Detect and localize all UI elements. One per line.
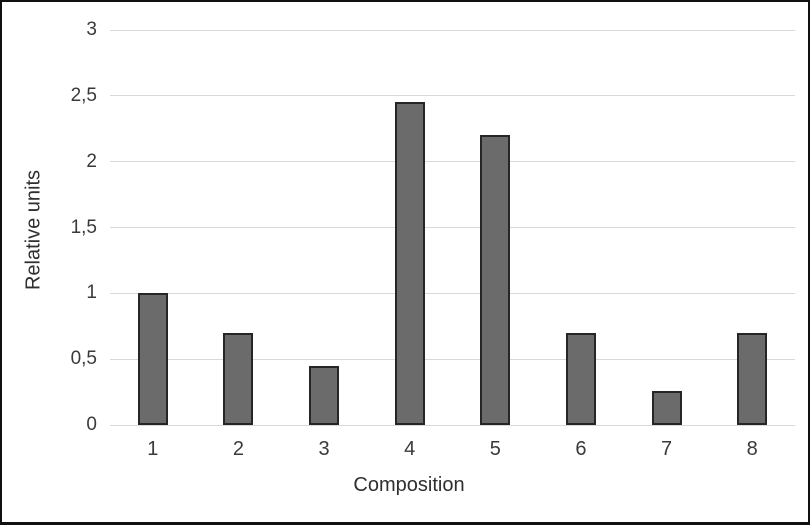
bar-composition-4 bbox=[394, 102, 425, 425]
gridline bbox=[110, 424, 795, 426]
x-tick-label: 3 bbox=[318, 438, 330, 460]
x-tick-label: 4 bbox=[404, 438, 416, 460]
y-tick-label: 2 bbox=[86, 150, 97, 172]
y-tick-label: 1,5 bbox=[70, 216, 97, 238]
x-tick-label: 1 bbox=[147, 438, 159, 460]
bar-composition-1 bbox=[137, 293, 168, 425]
x-tick-label: 2 bbox=[232, 438, 244, 460]
x-axis-title: Composition bbox=[353, 474, 465, 496]
bar-composition-2 bbox=[223, 332, 254, 425]
bar-composition-5 bbox=[480, 135, 511, 425]
gridline bbox=[110, 29, 795, 31]
plot-area bbox=[110, 29, 795, 426]
bar-composition-6 bbox=[565, 332, 596, 425]
gridline bbox=[110, 227, 795, 228]
y-tick-label: 3 bbox=[86, 19, 97, 40]
gridline bbox=[110, 358, 795, 360]
y-tick-label: 0,5 bbox=[70, 348, 97, 370]
gridline bbox=[110, 161, 795, 163]
bar-composition-8 bbox=[737, 332, 768, 425]
x-tick-label: 7 bbox=[661, 438, 673, 460]
x-tick-label: 8 bbox=[746, 438, 758, 460]
x-tick-label: 5 bbox=[489, 438, 501, 460]
x-tick-label: 6 bbox=[575, 438, 587, 460]
y-tick-label: 1 bbox=[86, 282, 97, 304]
y-tick-label: 0 bbox=[86, 414, 97, 435]
bar-composition-7 bbox=[651, 390, 682, 425]
gridline bbox=[110, 292, 795, 294]
bar-composition-3 bbox=[309, 365, 340, 425]
gridline bbox=[110, 95, 795, 97]
y-tick-label: 2,5 bbox=[70, 84, 97, 106]
